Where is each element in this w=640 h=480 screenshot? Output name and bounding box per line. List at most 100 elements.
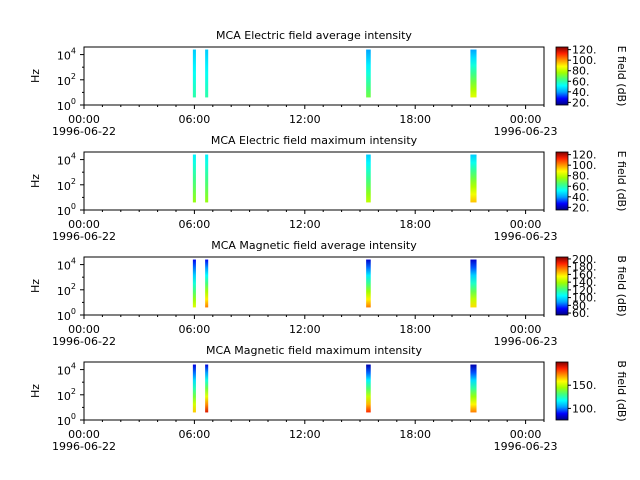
y-tick-label: 102 [57, 72, 76, 88]
spectrogram-burst [366, 259, 371, 308]
colorbar-tick-label: 60. [572, 75, 590, 88]
x-tick-label: 12:00 [289, 428, 321, 441]
colorbar-tick-label: 140. [572, 276, 597, 289]
colorbar-label: B field (dB) [615, 360, 628, 421]
plot-frame [83, 361, 545, 421]
x-date-label: 1996-06-22 [52, 335, 116, 348]
y-tick-label: 102 [57, 387, 76, 403]
y-tick-label: 100 [57, 202, 76, 218]
colorbar-tick-label: 150. [572, 379, 597, 392]
spectrogram-burst [470, 154, 477, 203]
plot-frame [83, 151, 545, 211]
x-tick-label: 12:00 [289, 113, 321, 126]
colorbar-tick-label: 20. [572, 201, 590, 214]
colorbar-tick-label: 120. [572, 284, 597, 297]
colorbar-label: E field (dB) [615, 46, 628, 107]
x-date-label: 1996-06-22 [52, 125, 116, 138]
spectrogram-burst [192, 259, 196, 308]
x-tick-label: 00:00 [68, 323, 100, 336]
x-tick-label: 18:00 [399, 428, 431, 441]
colorbar-tick-label: 160. [572, 268, 597, 281]
spectrogram-burst [366, 154, 371, 203]
spectrogram-burst [192, 154, 196, 203]
colorbar [555, 256, 569, 316]
x-tick-label: 18:00 [399, 323, 431, 336]
y-axis-label: Hz [29, 174, 42, 188]
x-tick-label: 00:00 [510, 323, 542, 336]
colorbar-tick-label: 80. [572, 65, 590, 78]
panel-title: MCA Magnetic field maximum intensity [206, 344, 422, 357]
panel-title: MCA Magnetic field average intensity [211, 239, 417, 252]
colorbar [555, 361, 569, 421]
spectrogram-burst [192, 364, 196, 413]
panel-4: MCA Magnetic field maximum intensity 100 1… [29, 344, 628, 453]
plot-frame [83, 256, 545, 316]
x-date-label: 1996-06-23 [494, 125, 558, 138]
colorbar-tick-label: 180. [572, 261, 597, 274]
colorbar-tick-label: 80. [572, 170, 590, 183]
colorbar-tick-label: 40. [572, 191, 590, 204]
y-axis-label: Hz [29, 384, 42, 398]
x-tick-label: 12:00 [289, 218, 321, 231]
y-tick-label: 102 [57, 282, 76, 298]
x-tick-label: 00:00 [68, 218, 100, 231]
y-tick-label: 100 [57, 307, 76, 323]
y-tick-label: 102 [57, 177, 76, 193]
panel-1: MCA Electric field average intensity 100 1… [29, 29, 628, 138]
x-tick-label: 00:00 [510, 218, 542, 231]
panel-3: MCA Magnetic field average intensity 100 1… [29, 239, 628, 348]
y-tick-label: 100 [57, 97, 76, 113]
x-date-label: 1996-06-22 [52, 230, 116, 243]
colorbar-tick-label: 60. [572, 180, 590, 193]
colorbar [555, 46, 569, 106]
plot-frame [83, 46, 545, 106]
x-tick-label: 06:00 [179, 113, 211, 126]
x-tick-label: 18:00 [399, 113, 431, 126]
spectrogram-burst [470, 259, 477, 308]
spectrogram-burst [205, 259, 209, 308]
y-axis-label: Hz [29, 279, 42, 293]
spectrogram-burst [470, 49, 477, 98]
colorbar-tick-label: 100. [572, 402, 597, 415]
colorbar-tick-label: 200. [572, 253, 597, 266]
spectrogram-burst [205, 364, 209, 413]
colorbar-tick-label: 100. [572, 159, 597, 172]
colorbar-tick-label: 120. [572, 44, 597, 57]
colorbar-tick-label: 80. [572, 299, 590, 312]
colorbar-tick-label: 20. [572, 96, 590, 109]
colorbar-label: B field (dB) [615, 255, 628, 316]
x-tick-label: 00:00 [68, 113, 100, 126]
x-date-label: 1996-06-22 [52, 440, 116, 453]
panel-title: MCA Electric field maximum intensity [211, 134, 418, 147]
colorbar-label: E field (dB) [615, 151, 628, 212]
spectrogram-burst [366, 364, 371, 413]
spectrogram-burst [192, 49, 196, 98]
x-date-label: 1996-06-23 [494, 230, 558, 243]
x-tick-label: 00:00 [68, 428, 100, 441]
spectrogram-burst [205, 49, 209, 98]
x-tick-label: 12:00 [289, 323, 321, 336]
spectrogram-burst [366, 49, 371, 98]
x-tick-label: 00:00 [510, 428, 542, 441]
y-tick-label: 104 [57, 257, 76, 273]
x-tick-label: 06:00 [179, 428, 211, 441]
y-tick-label: 104 [57, 362, 76, 378]
colorbar-tick-label: 60. [572, 307, 590, 320]
panel-title: MCA Electric field average intensity [216, 29, 412, 42]
colorbar-tick-label: 40. [572, 86, 590, 99]
colorbar-tick-label: 100. [572, 292, 597, 305]
spectrogram-burst [205, 154, 209, 203]
x-tick-label: 18:00 [399, 218, 431, 231]
colorbar-tick-label: 100. [572, 54, 597, 67]
x-date-label: 1996-06-23 [494, 335, 558, 348]
colorbar-tick-label: 120. [572, 149, 597, 162]
x-tick-label: 00:00 [510, 113, 542, 126]
x-tick-label: 06:00 [179, 218, 211, 231]
y-tick-label: 100 [57, 412, 76, 428]
y-axis-label: Hz [29, 69, 42, 83]
x-date-label: 1996-06-23 [494, 440, 558, 453]
spectrogram-burst [470, 364, 477, 413]
panel-2: MCA Electric field maximum intensity 100 1… [29, 134, 628, 243]
x-tick-label: 06:00 [179, 323, 211, 336]
